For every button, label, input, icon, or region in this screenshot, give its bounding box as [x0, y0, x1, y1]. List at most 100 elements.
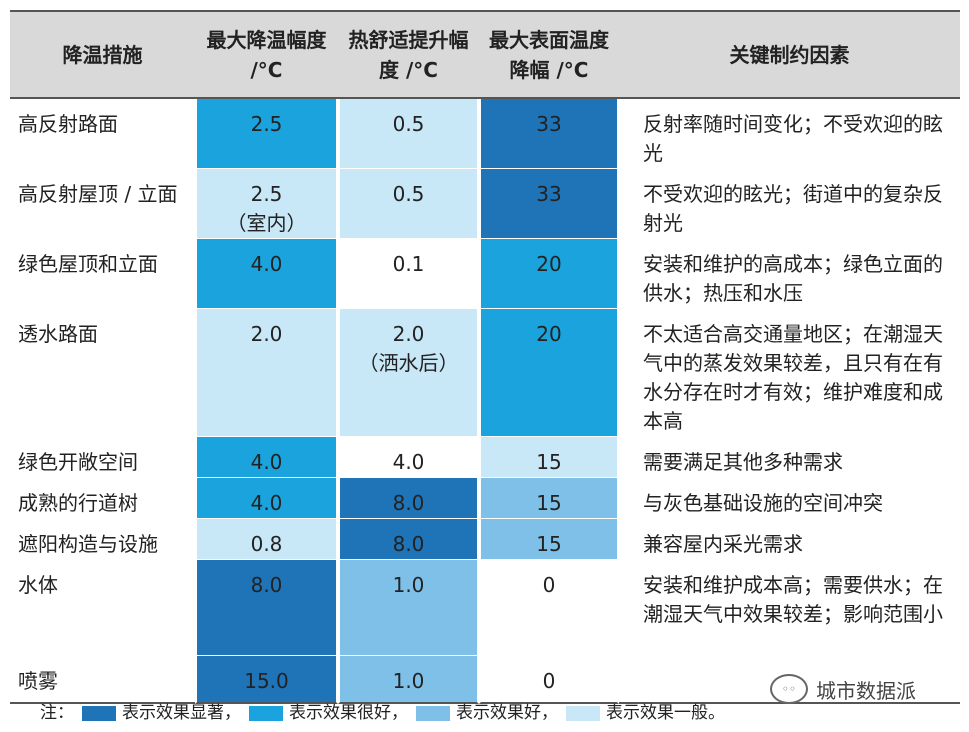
factors-text: 安装和维护成本高；需要供水；在潮湿天气中效果较差；影响范围小	[643, 573, 943, 626]
comfort-value: 0.5	[392, 112, 425, 136]
legend-swatch-3	[416, 705, 450, 721]
header-measure: 降温措施	[10, 10, 195, 99]
table-row: 高反射路面 2.5 0.5 33 反射率随时间变化；不受欢迎的眩光	[10, 99, 960, 169]
max-cooling-cell: 15.0	[195, 656, 338, 704]
max-cooling-cell: 2.5	[195, 99, 338, 169]
comfort-cell: 8.0	[338, 519, 479, 560]
max-cooling-value: 2.0	[250, 322, 283, 346]
table-row: 绿色开敞空间 4.0 4.0 15 需要满足其他多种需求	[10, 437, 960, 478]
max-cooling-cell: 2.5 （室内）	[195, 169, 338, 239]
header-factors: 关键制约因素	[619, 10, 960, 99]
measure-cell: 喷雾	[10, 656, 195, 704]
table-row: 绿色屋顶和立面 4.0 0.1 20 安装和维护的高成本；绿色立面的供水；热压和水压	[10, 239, 960, 309]
comfort-cell: 0.5	[338, 169, 479, 239]
comfort-value: 0.5	[392, 182, 425, 206]
surface-cell: 15	[479, 519, 619, 560]
table-row: 成熟的行道树 4.0 8.0 15 与灰色基础设施的空间冲突	[10, 478, 960, 519]
legend: 注： 表示效果显著， 表示效果很好， 表示效果好， 表示效果一般。	[40, 702, 725, 724]
max-cooling-cell: 4.0	[195, 437, 338, 478]
header-surface: 最大表面温度降幅 /°C	[479, 10, 619, 99]
max-cooling-value: 2.5	[250, 112, 283, 136]
watermark: ◦◦ 城市数据派	[770, 674, 916, 704]
surface-value: 15	[536, 450, 562, 474]
measure-cell: 绿色屋顶和立面	[10, 239, 195, 309]
factors-cell: 兼容屋内采光需求	[619, 519, 960, 560]
max-cooling-value: 4.0	[250, 450, 283, 474]
legend-swatch-1	[82, 705, 116, 721]
legend-prefix: 注：	[40, 703, 74, 723]
header-row: 降温措施 最大降温幅度 /°C 热舒适提升幅度 /°C 最大表面温度降幅 /°C…	[10, 10, 960, 99]
surface-value: 0	[542, 669, 556, 693]
surface-value: 33	[536, 182, 562, 206]
factors-text: 兼容屋内采光需求	[643, 532, 803, 556]
measure-cell: 绿色开敞空间	[10, 437, 195, 478]
measure-name: 水体	[18, 573, 58, 597]
max-cooling-value: 2.5	[250, 182, 283, 206]
factors-cell: 安装和维护的高成本；绿色立面的供水；热压和水压	[619, 239, 960, 309]
comfort-value: 4.0	[392, 450, 425, 474]
surface-value: 15	[536, 491, 562, 515]
table-row: 透水路面 2.0 2.0 （洒水后） 20 不太适合高交通量地区；在潮湿天气中的蒸发效果较…	[10, 309, 960, 437]
comfort-note: （洒水后）	[358, 351, 459, 375]
comfort-value: 1.0	[392, 573, 425, 597]
measure-cell: 成熟的行道树	[10, 478, 195, 519]
header-comfort: 热舒适提升幅度 /°C	[338, 10, 479, 99]
comfort-cell: 0.5	[338, 99, 479, 169]
surface-value: 33	[536, 112, 562, 136]
factors-text: 需要满足其他多种需求	[643, 450, 843, 474]
comfort-cell: 0.1	[338, 239, 479, 309]
max-cooling-note: （室内）	[226, 211, 307, 235]
wechat-icon: ◦◦	[770, 674, 808, 704]
max-cooling-cell: 4.0	[195, 239, 338, 309]
factors-cell: 反射率随时间变化；不受欢迎的眩光	[619, 99, 960, 169]
max-cooling-cell: 8.0	[195, 560, 338, 656]
measure-name: 高反射路面	[18, 112, 118, 136]
measure-cell: 水体	[10, 560, 195, 656]
measure-name: 喷雾	[18, 669, 58, 693]
cooling-measures-table: 降温措施 最大降温幅度 /°C 热舒适提升幅度 /°C 最大表面温度降幅 /°C…	[10, 10, 960, 704]
legend-label-4: 表示效果一般。	[606, 703, 725, 723]
surface-value: 20	[536, 252, 562, 276]
legend-swatch-2	[249, 705, 283, 721]
factors-cell: 不太适合高交通量地区；在潮湿天气中的蒸发效果较差，且只有在有水分存在时才有效；维…	[619, 309, 960, 437]
surface-cell: 0	[479, 560, 619, 656]
surface-value: 15	[536, 532, 562, 556]
surface-cell: 20	[479, 239, 619, 309]
legend-label-1: 表示效果显著，	[122, 703, 241, 723]
comfort-cell: 8.0	[338, 478, 479, 519]
table-row: 喷雾 15.0 1.0 0	[10, 656, 960, 704]
max-cooling-cell: 4.0	[195, 478, 338, 519]
measure-name: 成熟的行道树	[18, 491, 138, 515]
surface-cell: 0	[479, 656, 619, 704]
max-cooling-value: 4.0	[250, 252, 283, 276]
table-row: 遮阳构造与设施 0.8 8.0 15 兼容屋内采光需求	[10, 519, 960, 560]
surface-cell: 15	[479, 478, 619, 519]
max-cooling-cell: 0.8	[195, 519, 338, 560]
surface-cell: 33	[479, 99, 619, 169]
factors-text: 不受欢迎的眩光；街道中的复杂反射光	[643, 182, 943, 235]
factors-text: 不太适合高交通量地区；在潮湿天气中的蒸发效果较差，且只有在有水分存在时才有效；维…	[643, 322, 943, 433]
measure-cell: 高反射路面	[10, 99, 195, 169]
factors-cell: 安装和维护成本高；需要供水；在潮湿天气中效果较差；影响范围小	[619, 560, 960, 656]
measure-name: 高反射屋顶 / 立面	[18, 182, 178, 206]
header-max-cooling: 最大降温幅度 /°C	[195, 10, 338, 99]
surface-value: 20	[536, 322, 562, 346]
comfort-cell: 1.0	[338, 656, 479, 704]
surface-value: 0	[542, 573, 556, 597]
legend-label-3: 表示效果好，	[456, 703, 558, 723]
comfort-value: 1.0	[392, 669, 425, 693]
comfort-value: 8.0	[392, 491, 425, 515]
legend-swatch-4	[566, 705, 600, 721]
surface-cell: 15	[479, 437, 619, 478]
measure-cell: 高反射屋顶 / 立面	[10, 169, 195, 239]
watermark-text: 城市数据派	[816, 678, 916, 703]
measure-name: 绿色屋顶和立面	[18, 252, 158, 276]
factors-text: 反射率随时间变化；不受欢迎的眩光	[643, 112, 943, 165]
surface-cell: 20	[479, 309, 619, 437]
surface-cell: 33	[479, 169, 619, 239]
factors-text: 与灰色基础设施的空间冲突	[643, 491, 883, 515]
comfort-cell: 2.0 （洒水后）	[338, 309, 479, 437]
factors-text: 安装和维护的高成本；绿色立面的供水；热压和水压	[643, 252, 943, 305]
comfort-value: 2.0	[392, 322, 425, 346]
